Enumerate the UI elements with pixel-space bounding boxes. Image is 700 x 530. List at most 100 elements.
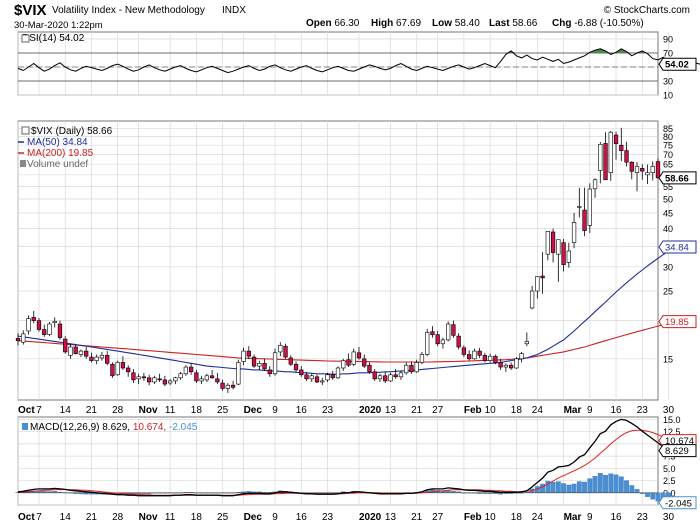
candle-body-down <box>655 161 661 179</box>
candle <box>183 365 189 376</box>
x-tick-label: 21 <box>86 405 98 416</box>
x-tick-label: 7 <box>36 512 42 523</box>
candle-body-up <box>52 321 57 323</box>
x-tick-label: Feb <box>464 405 482 416</box>
candle-body-up <box>167 380 173 384</box>
candle <box>550 228 556 263</box>
price-legend-entry: $VIX (Daily) 58.66 <box>31 126 113 137</box>
candle <box>645 164 650 184</box>
candle <box>283 343 288 359</box>
candle <box>89 352 94 363</box>
candle <box>47 321 52 337</box>
candle-body-down <box>220 382 225 389</box>
candle-body-up <box>398 372 404 378</box>
x-tick-label: 9 <box>587 512 593 523</box>
x-tick-label: 23 <box>322 512 334 523</box>
value-badge <box>658 315 697 329</box>
candle <box>105 351 110 366</box>
macd-histogram-bar <box>608 473 614 493</box>
macd-histogram-bar <box>645 492 650 497</box>
x-tick-label: 16 <box>296 512 308 523</box>
candle-body-up <box>645 172 650 176</box>
candle <box>372 368 377 381</box>
candle-body-up <box>272 352 278 375</box>
candle <box>136 373 141 385</box>
candle <box>404 362 409 375</box>
candle-body-down <box>461 347 467 355</box>
candle-body-up <box>472 350 477 360</box>
x-tick-label: 13 <box>385 512 397 523</box>
candle-body-down <box>393 374 398 378</box>
x-tick-label: 23 <box>637 512 649 523</box>
candle-body-down <box>267 369 272 375</box>
x-tick-label: 7 <box>36 405 42 416</box>
y-tick-label: 55 <box>663 182 673 192</box>
candle-body-down <box>110 363 115 377</box>
x-tick-label: Mar <box>564 405 582 416</box>
y-tick-label: 2.5 <box>663 476 676 486</box>
candle <box>556 239 561 282</box>
candle-body-up <box>598 144 603 171</box>
value-badge <box>658 171 697 185</box>
candle-body-down <box>467 354 472 360</box>
candle <box>655 158 661 179</box>
candle-body-down <box>314 376 320 383</box>
candle-body-down <box>619 144 624 151</box>
y-tick-label: 15.0 <box>663 415 681 425</box>
x-tick-label: 13 <box>385 405 397 416</box>
x-tick-label: 18 <box>511 512 523 523</box>
candle <box>446 321 451 342</box>
y-tick-label: 40 <box>663 224 673 234</box>
candle <box>477 347 482 358</box>
signal-line <box>17 429 669 496</box>
price-legend-entry: MA(50) 34.84 <box>27 137 88 148</box>
x-tick-label: 14 <box>60 405 72 416</box>
candle-body-down <box>157 378 162 381</box>
x-tick-label: Oct <box>18 512 35 523</box>
candle-body-up <box>278 345 283 353</box>
candle-body-up <box>335 367 341 379</box>
candle <box>78 349 84 358</box>
price-legend-entry: MA(200) 19.85 <box>27 148 94 159</box>
candle <box>251 354 257 368</box>
candle <box>629 161 634 180</box>
candle-body-up <box>320 380 325 383</box>
candle <box>26 315 31 335</box>
candle <box>383 371 388 384</box>
candle-body-up <box>425 332 430 355</box>
candle-body-up <box>487 355 493 361</box>
candle <box>456 333 461 350</box>
candle <box>540 252 545 294</box>
candle <box>36 318 42 332</box>
candle-body-down <box>629 161 634 172</box>
candle-body-up <box>577 206 582 208</box>
macd-legend: MACD(12,26,9) 8.629, 10.674, -2.045 <box>30 422 198 433</box>
y-tick-label: 65 <box>663 160 673 170</box>
candle-body-down <box>613 134 619 144</box>
candle-body-up <box>519 353 524 360</box>
x-tick-label: Feb <box>464 512 482 523</box>
candle-body-up <box>529 290 535 309</box>
candle <box>225 383 230 393</box>
candle-body-down <box>498 362 503 368</box>
x-tick-label: 24 <box>532 512 544 523</box>
candle-body-up <box>535 276 540 292</box>
x-tick-label: 21 <box>86 512 98 523</box>
candle-body-up <box>341 360 346 369</box>
y-tick-label: 25 <box>663 287 673 297</box>
candle-body-up <box>309 375 314 380</box>
candle <box>398 370 404 380</box>
y-tick-label: 80 <box>663 132 673 142</box>
x-tick-label: 18 <box>191 405 203 416</box>
candle-body-down <box>603 143 608 181</box>
candle <box>120 356 126 370</box>
candle-body-up <box>446 323 451 341</box>
value-badge-label: 10.674 <box>665 436 694 447</box>
candle <box>472 348 477 360</box>
candle-body-down <box>215 378 220 383</box>
candle-body-down <box>582 209 587 231</box>
macd-panel: 15.012.510.07.55.02.50.0-2.5MACD(12,26,9… <box>15 415 697 523</box>
y-tick-label: 10 <box>663 91 673 101</box>
y-tick-label: 50 <box>663 195 673 205</box>
